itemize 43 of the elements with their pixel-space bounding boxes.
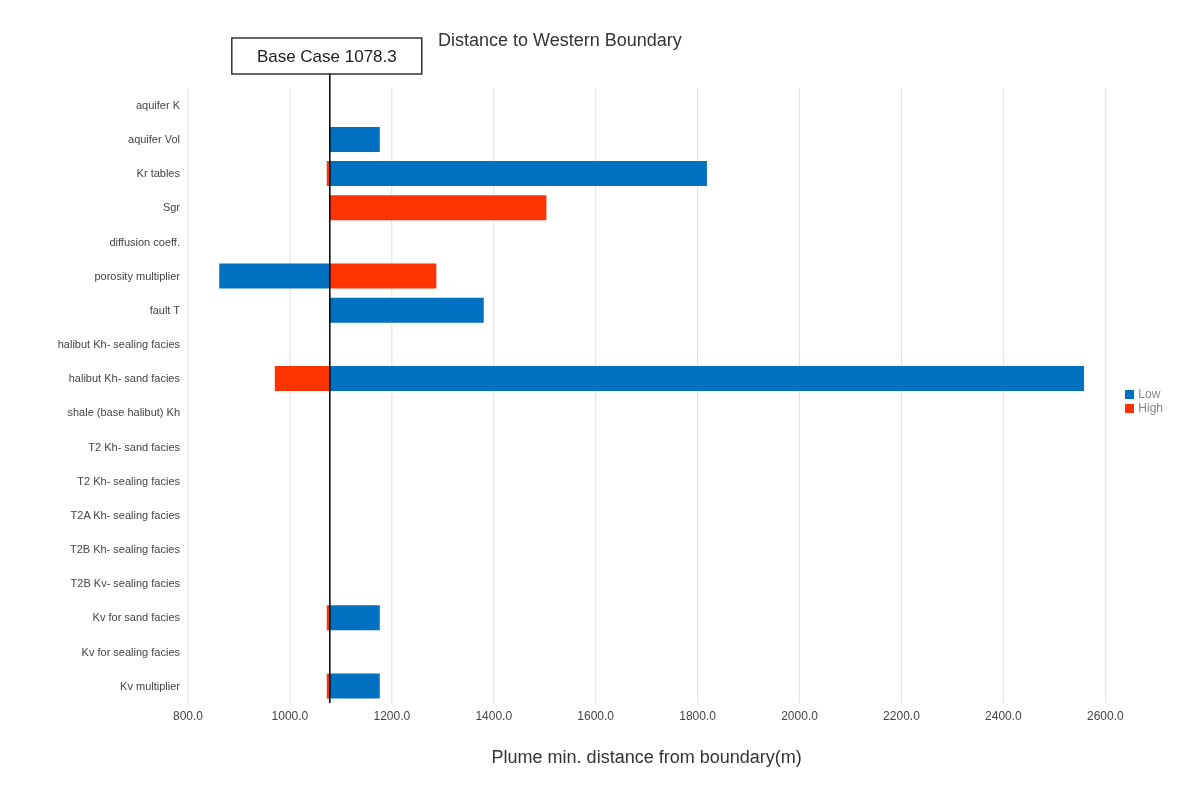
x-tick-label: 1400.0 <box>475 708 513 723</box>
x-tick-label: 1600.0 <box>577 708 615 723</box>
bar <box>329 605 380 631</box>
y-tick-label: T2B Kv- sealing facies <box>70 577 181 590</box>
y-tick-label: fault T <box>149 303 181 316</box>
y-tick-label: Sgr <box>162 201 181 214</box>
legend-label: High <box>1138 400 1163 415</box>
x-tick-label: 1200.0 <box>373 708 411 723</box>
bar <box>274 366 330 392</box>
x-tick-label: 2600.0 <box>1086 708 1124 723</box>
x-tick-label: 1000.0 <box>271 708 309 723</box>
bar <box>329 195 547 221</box>
bar <box>219 263 330 289</box>
bar <box>329 263 437 289</box>
y-tick-label: Kv for sealing facies <box>81 645 181 658</box>
bar <box>329 126 380 152</box>
x-tick-label: 2000.0 <box>781 708 819 723</box>
x-tick-label: 1800.0 <box>679 708 717 723</box>
ref-line-label: Base Case 1078.3 <box>256 47 397 66</box>
y-tick-label: porosity multiplier <box>94 269 181 282</box>
y-tick-label: T2B Kh- sealing facies <box>69 543 181 556</box>
x-tick-label: 2200.0 <box>883 708 921 723</box>
y-tick-label: shale (base halibut) Kh <box>67 406 180 419</box>
bar <box>329 673 380 699</box>
y-tick-label: T2A Kh- sealing facies <box>70 508 181 521</box>
bar <box>329 297 484 323</box>
bar <box>329 366 1085 392</box>
x-tick-label: 2400.0 <box>985 708 1023 723</box>
y-tick-label: halibut Kh- sand facies <box>68 372 181 385</box>
x-tick-label: 800.0 <box>172 708 204 723</box>
y-tick-label: aquifer K <box>135 98 181 111</box>
legend-label: Low <box>1138 386 1161 401</box>
y-tick-label: aquifer Vol <box>128 133 180 146</box>
x-axis-title: Plume min. distance from boundary(m) <box>491 747 802 767</box>
y-tick-label: Kv multiplier <box>120 679 181 692</box>
bar <box>329 161 707 187</box>
y-tick-label: T2 Kh- sand facies <box>88 440 181 453</box>
y-tick-label: Kv for sand facies <box>92 611 181 624</box>
y-tick-label: T2 Kh- sealing facies <box>77 474 181 487</box>
y-tick-label: diffusion coeff. <box>109 235 180 248</box>
y-tick-label: halibut Kh- sealing facies <box>57 338 181 351</box>
y-tick-label: Kr tables <box>136 167 181 180</box>
chart-title: Distance to Western Boundary <box>438 30 683 51</box>
